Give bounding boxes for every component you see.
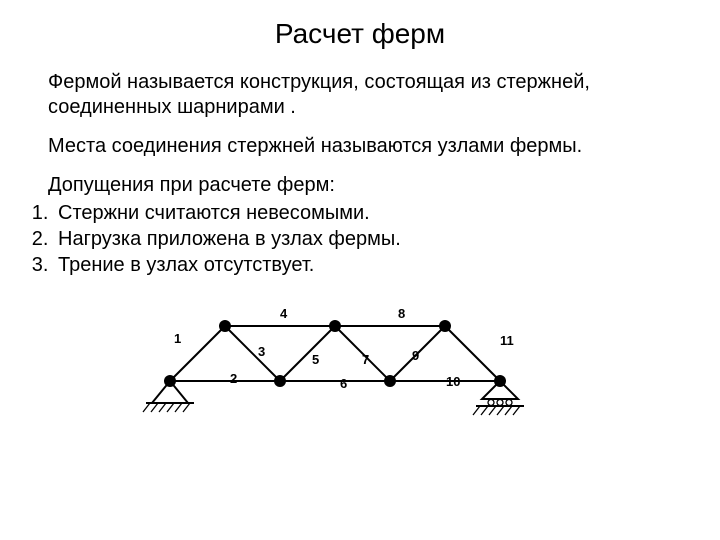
assumption-item: Стержни считаются невесомыми.	[54, 200, 690, 226]
nodes-paragraph: Места соединения стержней называются узл…	[30, 134, 690, 159]
assumptions-list: Стержни считаются невесомыми. Нагрузка п…	[30, 200, 690, 278]
member-label: 9	[412, 348, 419, 363]
truss-node	[219, 320, 231, 332]
member-label: 4	[280, 306, 287, 321]
truss-member	[280, 326, 335, 381]
definition-paragraph: Фермой называется конструкция, состоящая…	[30, 70, 690, 120]
member-label: 10	[446, 374, 460, 389]
truss-svg	[130, 286, 550, 436]
assumptions-heading: Допущения при расчете ферм:	[30, 173, 690, 198]
truss-node	[439, 320, 451, 332]
member-label: 8	[398, 306, 405, 321]
truss-diagram: 1 2 3 4 5 67 8 9 10 11	[130, 286, 590, 436]
assumption-item: Нагрузка приложена в узлах фермы.	[54, 226, 690, 252]
member-label: 3	[258, 344, 265, 359]
truss-node	[384, 375, 396, 387]
truss-node	[329, 320, 341, 332]
member-label: 2	[230, 371, 237, 386]
truss-node	[274, 375, 286, 387]
member-label: 6	[340, 376, 347, 391]
truss-member	[445, 326, 500, 381]
member-label: 1	[174, 331, 181, 346]
member-label: 5	[312, 352, 319, 367]
member-label: 11	[500, 333, 514, 348]
assumption-item: Трение в узлах отсутствует.	[54, 252, 690, 278]
page-title: Расчет ферм	[30, 18, 690, 50]
member-label: 7	[362, 352, 369, 367]
